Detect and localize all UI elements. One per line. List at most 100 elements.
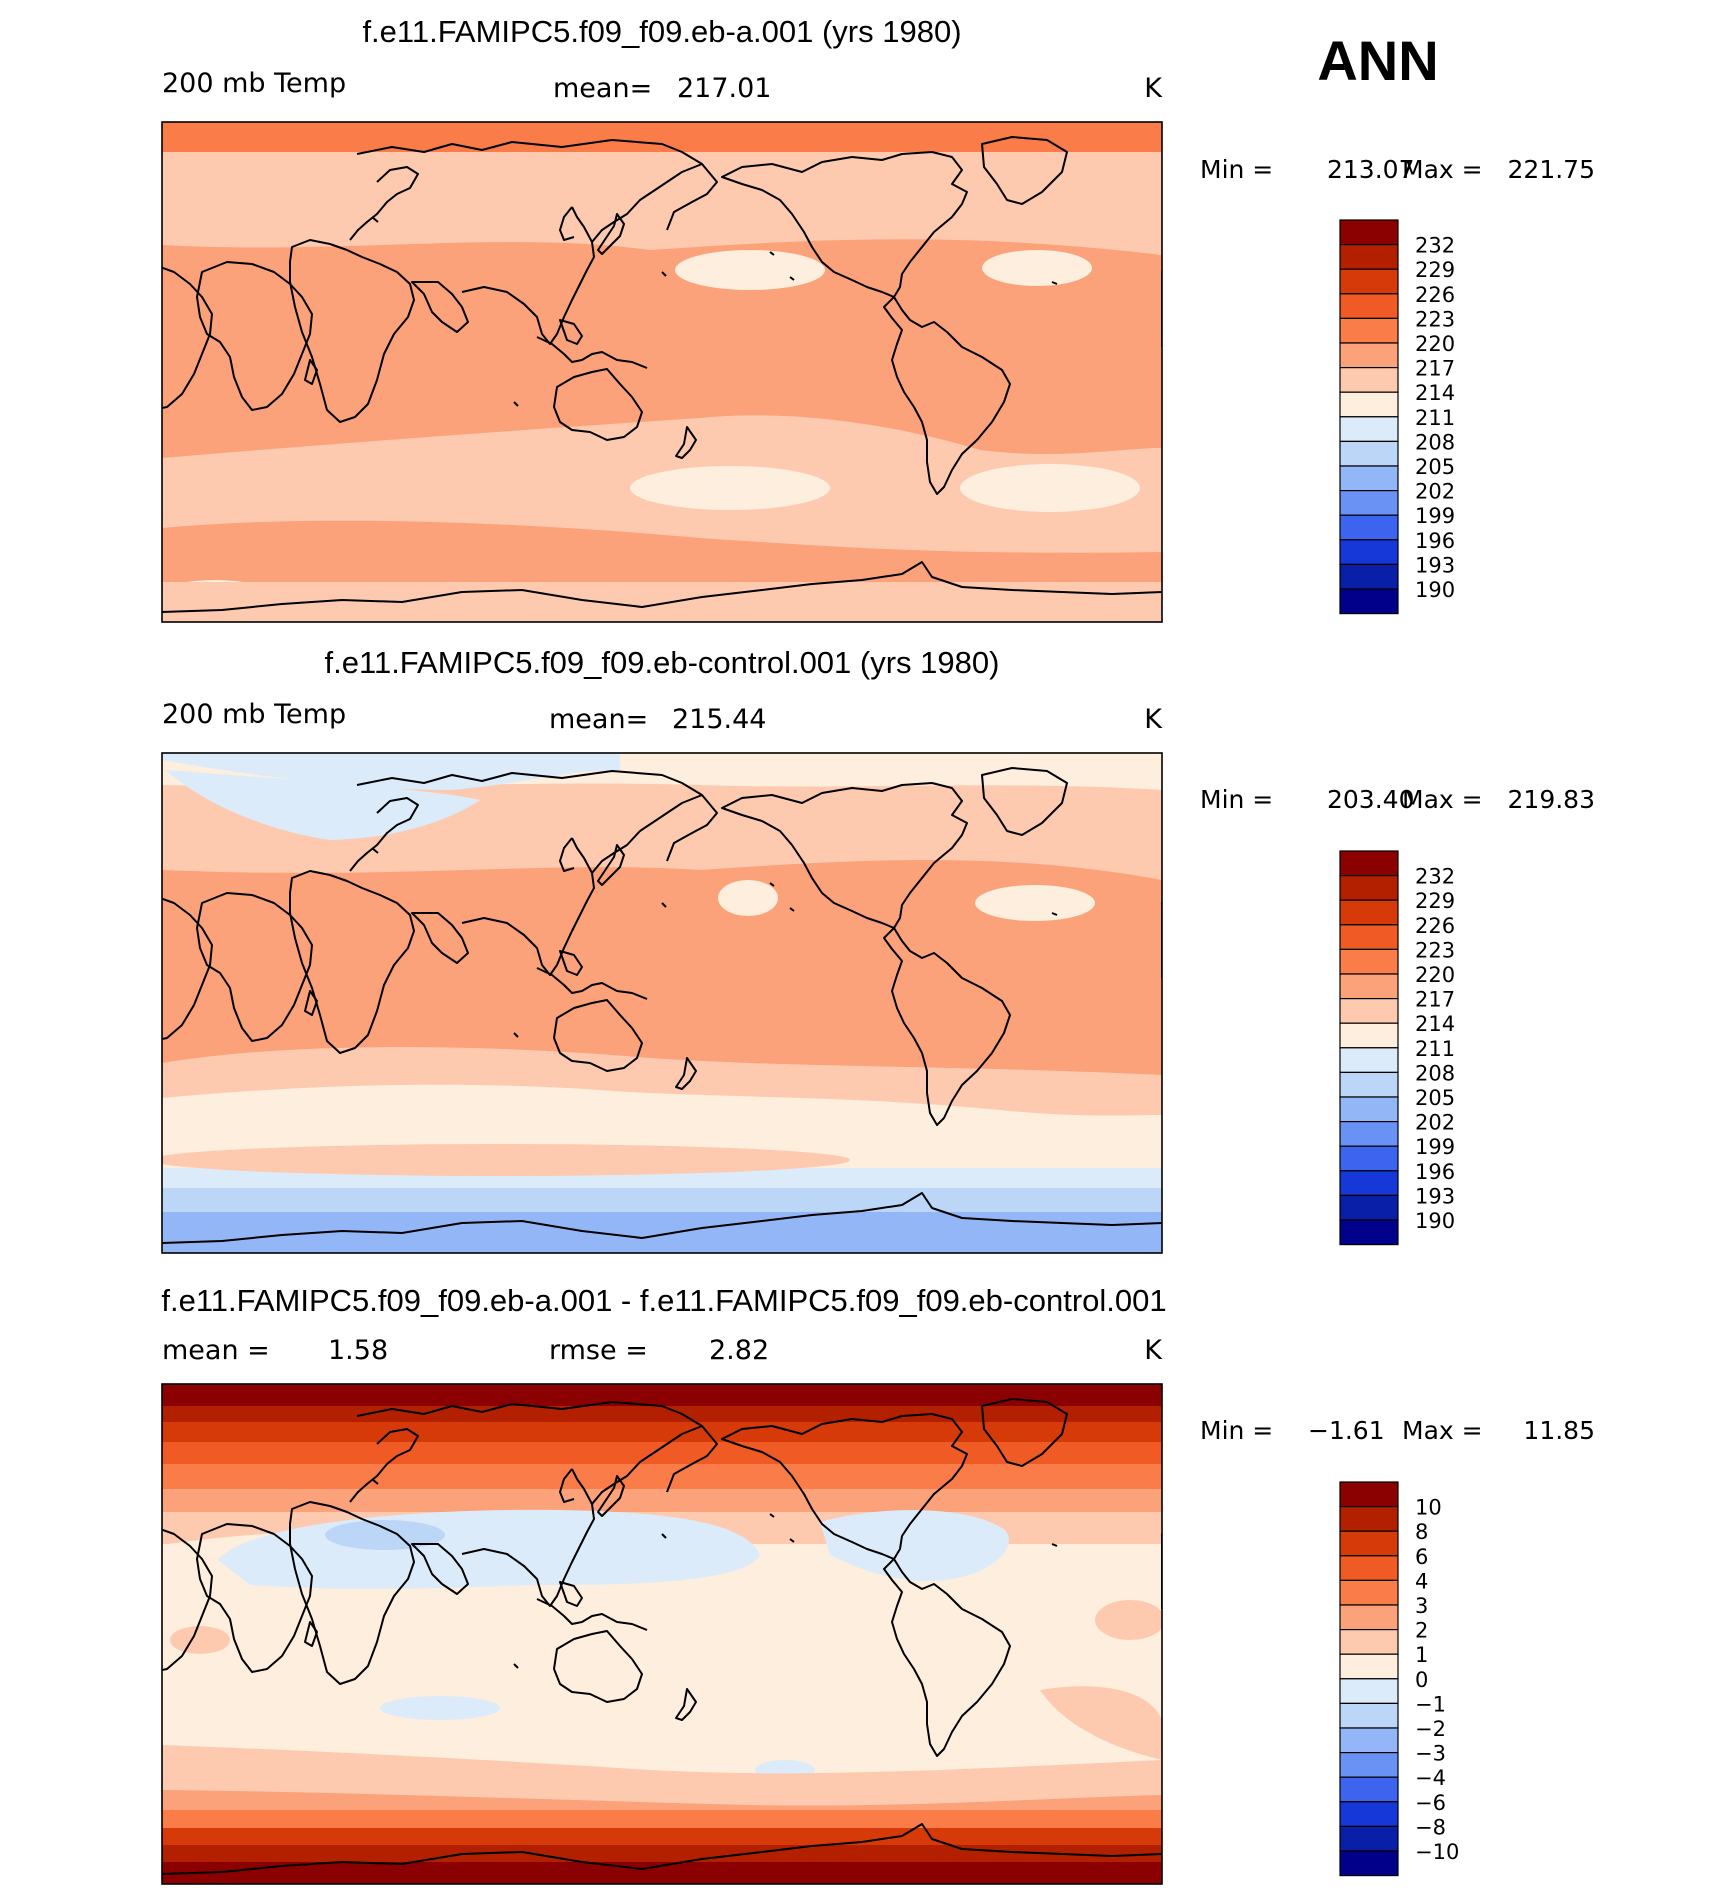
- panel-1-min-value: 213.07: [1327, 155, 1414, 184]
- colorbar-swatch: [1339, 1170, 1399, 1197]
- colorbar-swatch: [1339, 1776, 1399, 1803]
- colorbar-tick-label: −8: [1415, 1815, 1446, 1839]
- panel-3-units: K: [1144, 1335, 1163, 1366]
- colorbar-tick-label: −1: [1415, 1692, 1446, 1716]
- panel-2-variable: 200 mb Temp: [162, 699, 346, 730]
- colorbar-swatch: [1339, 440, 1399, 467]
- panel-1-variable: 200 mb Temp: [162, 68, 346, 99]
- colorbar-tick-label: 220: [1415, 963, 1455, 987]
- colorbar-tick-label: 193: [1415, 1184, 1455, 1208]
- colorbar-tick-label: −6: [1415, 1791, 1446, 1815]
- colorbar-swatch: [1339, 973, 1399, 1000]
- panel-3-min-value: −1.61: [1308, 1416, 1385, 1445]
- panel-3-rmse-value: 2.82: [709, 1335, 769, 1366]
- colorbar-tick-label: 202: [1415, 1111, 1455, 1135]
- colorbar-swatch: [1339, 1825, 1399, 1852]
- colorbar-swatch: [1339, 219, 1399, 246]
- colorbar-swatch: [1339, 948, 1399, 975]
- colorbar-swatch: [1339, 490, 1399, 516]
- colorbar-tick-label: −3: [1415, 1742, 1446, 1766]
- panel-1-map: [162, 122, 1162, 622]
- colorbar-swatch: [1339, 874, 1399, 901]
- season-label: ANN: [1317, 29, 1438, 92]
- colorbar-swatch: [1339, 997, 1399, 1024]
- colorbar-tick-label: 214: [1415, 1012, 1455, 1036]
- colorbar-tick-label: 223: [1415, 938, 1455, 962]
- colorbar-tick-label: 199: [1415, 504, 1455, 528]
- colorbar-swatch: [1339, 1047, 1399, 1074]
- colorbar-tick-label: 217: [1415, 988, 1455, 1012]
- colorbar-tick-label: 0: [1415, 1668, 1428, 1692]
- colorbar-tick-label: 211: [1415, 1037, 1455, 1061]
- panel-2-min-label: Min =: [1200, 785, 1273, 814]
- colorbar-swatch: [1339, 514, 1399, 541]
- colorbar-swatch: [1339, 391, 1399, 418]
- colorbar-tick-label: 1: [1415, 1643, 1428, 1667]
- panel-3-max-label: Max =: [1402, 1416, 1483, 1445]
- colorbar-tick-label: 8: [1415, 1520, 1428, 1544]
- colorbar-swatch: [1339, 1145, 1399, 1172]
- panel-3-map: [162, 1384, 1162, 1884]
- colorbar-swatch: [1339, 367, 1399, 393]
- colorbar-swatch: [1339, 1579, 1399, 1606]
- colorbar-tick-label: 190: [1415, 1209, 1455, 1233]
- colorbar-tick-label: 6: [1415, 1545, 1428, 1569]
- colorbar-swatch: [1339, 416, 1399, 442]
- colorbar-tick-label: −2: [1415, 1717, 1446, 1741]
- panel-1-min-label: Min =: [1200, 155, 1273, 184]
- panel-1-mean-label: mean=: [553, 73, 652, 104]
- colorbar-tick-label: 196: [1415, 529, 1455, 553]
- colorbar-swatch: [1339, 465, 1399, 492]
- colorbar-swatch: [1339, 1555, 1399, 1582]
- colorbar-swatch: [1339, 244, 1399, 270]
- colorbar-swatch: [1339, 1850, 1399, 1877]
- colorbar-swatch: [1339, 1727, 1399, 1754]
- panel-3: f.e11.FAMIPC5.f09_f09.eb-a.001 - f.e11.F…: [161, 1283, 1595, 1885]
- colorbar-swatch: [1339, 1505, 1399, 1532]
- colorbar-swatch: [1339, 1628, 1399, 1655]
- panel-1-max-value: 221.75: [1508, 155, 1595, 184]
- colorbar-tick-label: 229: [1415, 258, 1455, 282]
- panel-1-units: K: [1144, 73, 1163, 104]
- colorbar-tick-label: 211: [1415, 406, 1455, 430]
- panel-2-colorbar: 2322292262232202172142112082052021991961…: [1339, 850, 1455, 1246]
- colorbar-swatch: [1339, 1678, 1399, 1705]
- panel-2-min-value: 203.40: [1327, 785, 1414, 814]
- colorbar-swatch: [1339, 1071, 1399, 1098]
- colorbar-tick-label: 190: [1415, 578, 1455, 602]
- colorbar-swatch: [1339, 1653, 1399, 1680]
- colorbar-swatch: [1339, 317, 1399, 344]
- colorbar-swatch: [1339, 293, 1399, 319]
- panel-3-min-label: Min =: [1200, 1416, 1273, 1445]
- colorbar-swatch: [1339, 1096, 1399, 1123]
- panel-1-max-label: Max =: [1402, 155, 1483, 184]
- colorbar-tick-label: 220: [1415, 332, 1455, 356]
- colorbar-tick-label: 196: [1415, 1160, 1455, 1184]
- colorbar-tick-label: 202: [1415, 480, 1455, 504]
- panel-2-title: f.e11.FAMIPC5.f09_f09.eb-control.001 (yr…: [325, 645, 1000, 680]
- colorbar-tick-label: 193: [1415, 553, 1455, 577]
- panel-2-map: [162, 753, 1162, 1253]
- panel-1-colorbar: 2322292262232202172142112082052021991961…: [1339, 219, 1455, 615]
- colorbar-tick-label: 4: [1415, 1569, 1428, 1593]
- panel-3-mean-label: mean =: [162, 1335, 270, 1366]
- panel-3-max-value: 11.85: [1523, 1416, 1595, 1445]
- colorbar-swatch: [1339, 588, 1399, 615]
- colorbar-tick-label: 229: [1415, 889, 1455, 913]
- colorbar-tick-label: 205: [1415, 455, 1455, 479]
- panel-3-title: f.e11.FAMIPC5.f09_f09.eb-a.001 - f.e11.F…: [161, 1283, 1166, 1318]
- colorbar-tick-label: 10: [1415, 1496, 1442, 1520]
- colorbar-swatch: [1339, 924, 1399, 950]
- colorbar-tick-label: 226: [1415, 283, 1455, 307]
- colorbar-swatch: [1339, 899, 1399, 926]
- colorbar-tick-label: 232: [1415, 234, 1455, 258]
- colorbar-swatch: [1339, 1120, 1399, 1147]
- colorbar-swatch: [1339, 1219, 1399, 1246]
- colorbar-swatch: [1339, 539, 1399, 565]
- panel-2-max-label: Max =: [1402, 785, 1483, 814]
- colorbar-swatch: [1339, 342, 1399, 369]
- colorbar-tick-label: 208: [1415, 1061, 1455, 1085]
- panel-3-mean-value: 1.58: [328, 1335, 388, 1366]
